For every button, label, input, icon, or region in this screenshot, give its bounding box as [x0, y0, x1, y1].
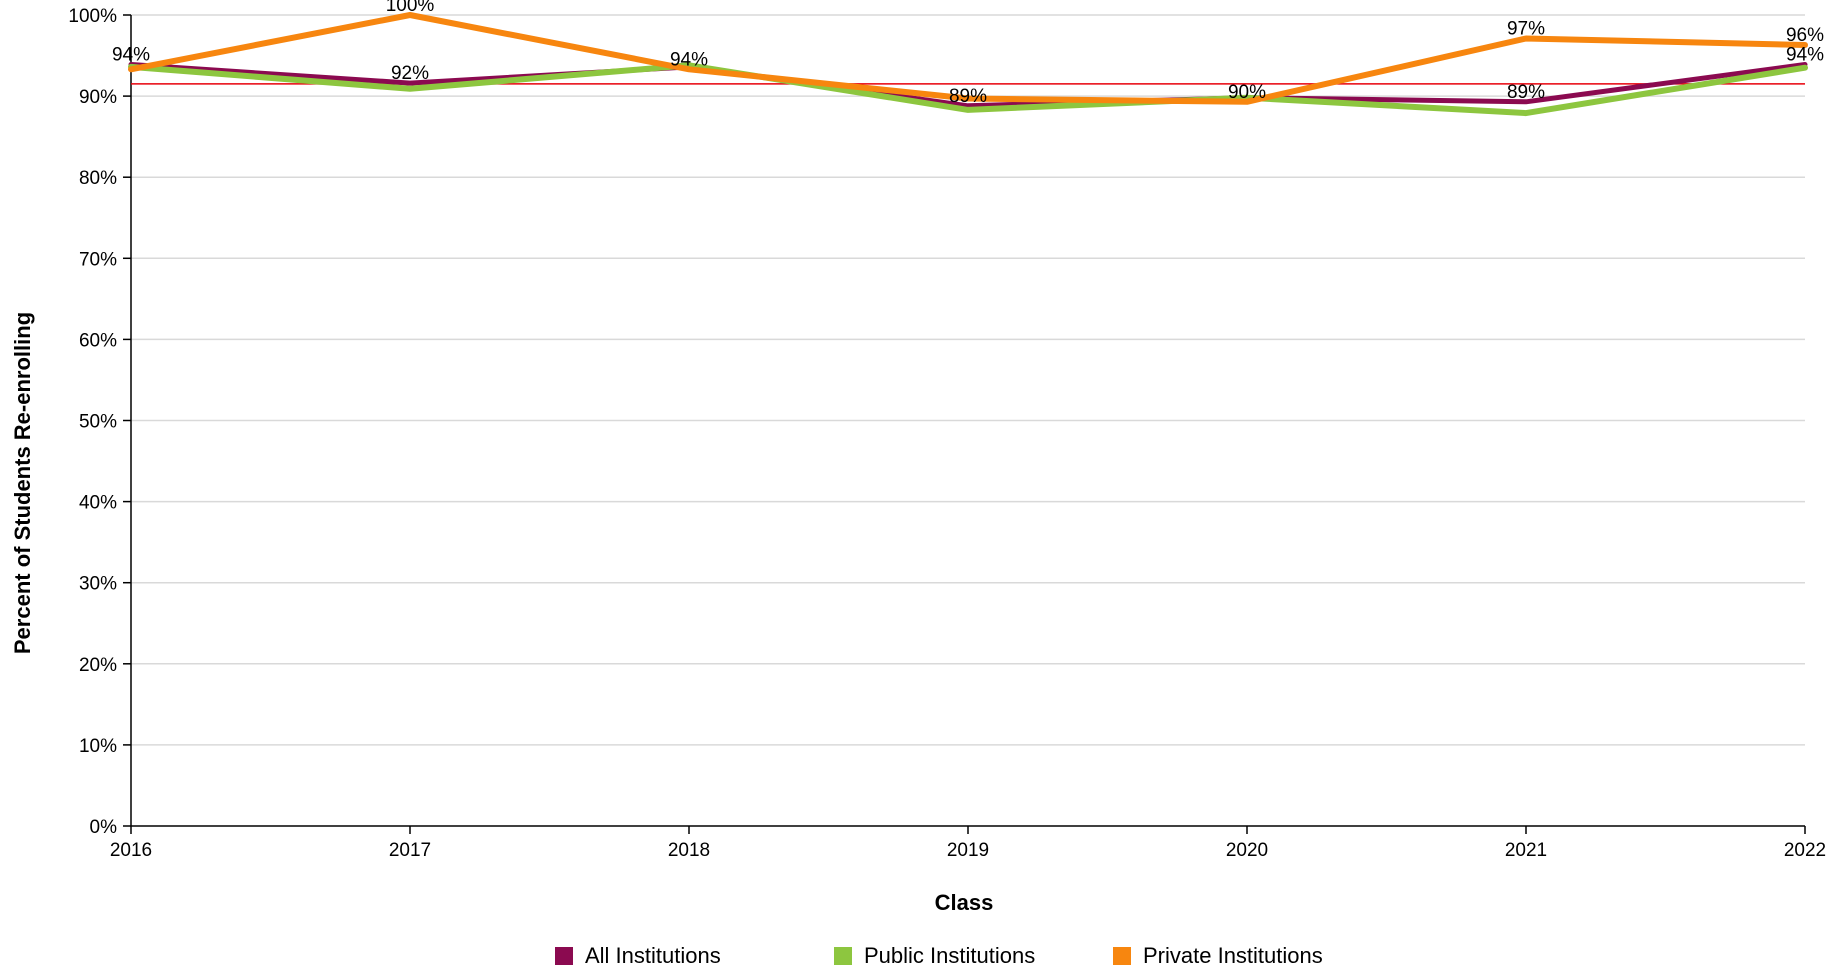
y-tick-label: 60%: [79, 330, 117, 351]
y-tick-label: 90%: [79, 87, 117, 108]
legend-swatch: [1113, 947, 1131, 965]
data-label: 89%: [1507, 82, 1545, 103]
axes: 0% 10% 20% 30% 40% 50% 60% 70% 80% 90% 100% 2016 201…: [68, 6, 1826, 861]
x-tick-label: 2021: [1505, 840, 1547, 861]
x-tick-label: 2018: [668, 840, 710, 861]
x-axis-title: Class: [935, 890, 994, 915]
y-tick-label: 0%: [90, 817, 118, 838]
y-tick-label: 30%: [79, 574, 117, 595]
x-tick-label: 2016: [110, 840, 152, 861]
data-label: 97%: [1507, 19, 1545, 40]
x-tick-label: 2022: [1784, 840, 1826, 861]
y-tick-label: 20%: [79, 655, 117, 676]
legend-swatch: [834, 947, 852, 965]
y-tick-label: 50%: [79, 412, 117, 433]
data-label: 94%: [670, 49, 708, 70]
y-tick-label: 40%: [79, 493, 117, 514]
y-tick-label: 100%: [68, 6, 117, 27]
data-label: 90%: [1228, 82, 1266, 103]
y-tick-label: 80%: [79, 168, 117, 189]
series-lines: [128, 12, 1808, 117]
y-tick-label: 10%: [79, 736, 117, 757]
data-label: 94%: [112, 44, 150, 65]
data-label: 89%: [949, 86, 987, 107]
legend-label: All Institutions: [585, 943, 721, 968]
x-tick-label: 2019: [947, 840, 989, 861]
gridlines: [131, 14, 1805, 746]
data-label: 96%: [1786, 25, 1824, 46]
series-line-public-institutions: [128, 62, 1808, 117]
data-label: 92%: [391, 63, 429, 84]
data-label: 94%: [1786, 44, 1824, 65]
legend-swatch: [555, 947, 573, 965]
legend-label: Public Institutions: [864, 943, 1035, 968]
series-line-private-institutions: [128, 12, 1808, 105]
legend-label: Private Institutions: [1143, 943, 1323, 968]
x-tick-label: 2020: [1226, 840, 1268, 861]
y-axis-title: Percent of Students Re-enrolling: [10, 312, 35, 654]
x-tick-label: 2017: [389, 840, 431, 861]
data-label: 100%: [386, 0, 435, 16]
y-tick-label: 70%: [79, 249, 117, 270]
legend: All Institutions Public Institutions Priva…: [555, 943, 1323, 968]
series-line-all-institutions: [128, 62, 1808, 109]
data-labels: 94% 92% 89% 89% 94% 100% 94% 90% 97% 96%: [112, 0, 1824, 107]
